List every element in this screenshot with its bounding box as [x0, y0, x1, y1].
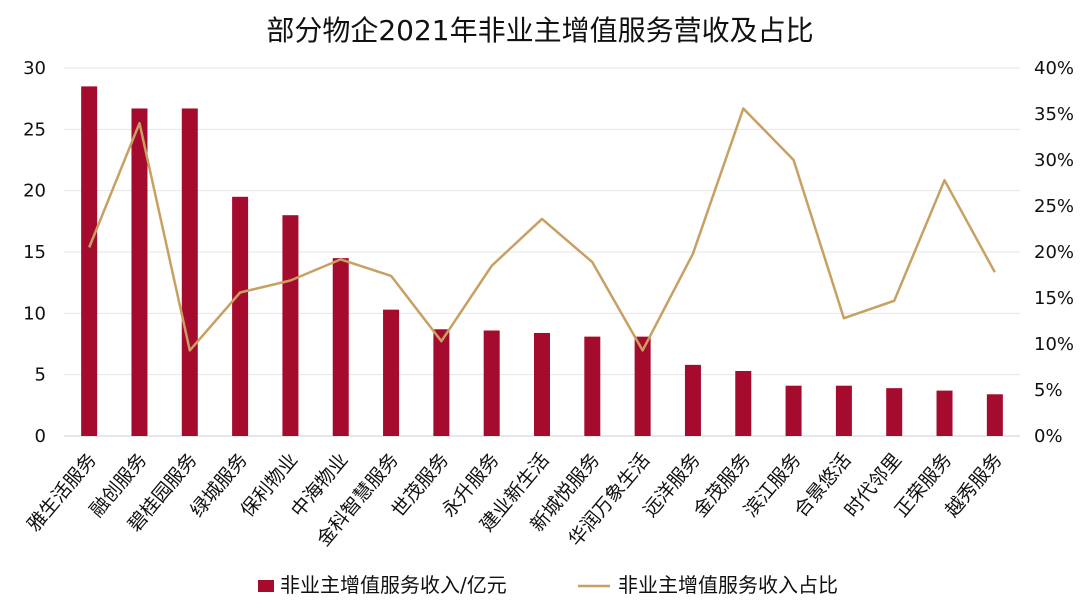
category-label: 雅生活服务	[23, 449, 101, 536]
right-tick-label: 40%	[1034, 58, 1074, 79]
bar	[785, 385, 802, 436]
chart-title: 部分物企2021年非业主增值服务营收及占比	[266, 14, 813, 47]
bar	[232, 196, 249, 436]
bar	[634, 336, 651, 436]
right-tick-label: 5%	[1034, 380, 1063, 401]
bar	[131, 108, 148, 436]
bar	[81, 86, 98, 437]
bar	[282, 215, 299, 436]
bar	[332, 258, 349, 436]
left-tick-label: 0	[35, 426, 46, 447]
right-tick-label: 20%	[1034, 242, 1074, 263]
right-tick-label: 15%	[1034, 288, 1074, 309]
legend: 非业主增值服务收入/亿元 非业主增值服务收入占比	[258, 573, 838, 597]
left-axis: 0 5 10 15 20 25 30	[23, 58, 46, 447]
left-tick-label: 15	[23, 242, 46, 263]
right-tick-label: 25%	[1034, 196, 1074, 217]
right-axis: 0% 5% 10% 15% 20% 25% 30% 35% 40%	[1034, 58, 1074, 447]
right-tick-label: 35%	[1034, 104, 1074, 125]
legend-bar-swatch	[258, 580, 274, 592]
category-axis: 雅生活服务融创服务碧桂园服务绿城服务保利物业中海物业金科智慧服务世茂服务永升服务…	[23, 449, 1007, 550]
ratio-line	[88, 107, 996, 352]
right-tick-label: 0%	[1034, 426, 1063, 447]
left-tick-label: 30	[23, 58, 46, 79]
bar	[383, 309, 400, 436]
right-tick-label: 10%	[1034, 334, 1074, 355]
bar	[584, 336, 601, 436]
bar	[835, 385, 852, 436]
left-tick-label: 20	[23, 181, 46, 202]
bar	[684, 364, 701, 436]
right-tick-label: 30%	[1034, 150, 1074, 171]
bar	[986, 394, 1003, 436]
left-tick-label: 10	[23, 303, 46, 324]
bar	[181, 108, 198, 436]
line-series	[88, 107, 996, 352]
bar	[886, 388, 903, 436]
bar	[483, 330, 500, 436]
bar	[936, 390, 953, 436]
legend-bar-label: 非业主增值服务收入/亿元	[280, 573, 507, 597]
bar	[735, 370, 752, 436]
legend-line-label: 非业主增值服务收入占比	[618, 573, 838, 597]
bar	[534, 332, 550, 436]
left-tick-label: 25	[23, 119, 46, 140]
bar	[433, 329, 450, 436]
left-tick-label: 5	[35, 365, 46, 386]
bar-series	[81, 86, 1003, 437]
